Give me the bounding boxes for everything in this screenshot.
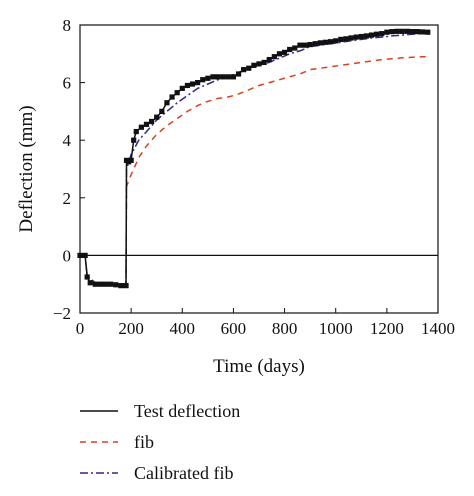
test-data-point — [154, 114, 160, 120]
test-data-point — [246, 65, 252, 71]
test-data-point — [138, 124, 144, 130]
test-data-point — [256, 61, 262, 67]
y-tick-label: 0 — [63, 246, 72, 265]
test-data-point — [210, 74, 216, 80]
y-axis: −2 0 2 4 6 8 — [53, 16, 85, 323]
test-data-point — [384, 29, 390, 35]
test-data-point — [374, 31, 380, 37]
series-line-fib — [80, 55, 428, 287]
x-tick-label: 800 — [272, 319, 298, 338]
test-data-point — [343, 36, 349, 42]
legend: Test deflection fib Calibrated fib — [80, 401, 240, 483]
test-data-point — [108, 281, 114, 287]
test-data-point — [235, 71, 242, 77]
test-data-point — [292, 45, 298, 51]
test-data-point — [159, 108, 165, 114]
y-tick-label: 6 — [63, 74, 72, 93]
test-data-point — [251, 62, 257, 68]
test-data-point — [287, 46, 293, 53]
test-data-point — [317, 40, 323, 46]
test-data-point — [379, 31, 385, 37]
legend-item-calibrated-fib: Calibrated fib — [80, 463, 233, 483]
test-data-point — [189, 81, 196, 87]
x-tick-label: 1000 — [319, 319, 353, 338]
test-data-point — [389, 29, 395, 35]
test-data-point — [394, 28, 400, 34]
test-data-point — [225, 74, 231, 80]
test-data-point — [348, 35, 354, 41]
test-data-point — [143, 121, 150, 127]
test-data-point — [113, 282, 119, 288]
legend-label-test-deflection: Test deflection — [134, 401, 240, 421]
test-data-point — [133, 128, 139, 135]
test-data-point — [281, 49, 288, 55]
x-tick-label: 1400 — [421, 319, 455, 338]
test-data-point — [92, 281, 98, 287]
test-data-point — [338, 36, 344, 42]
y-tick-label: −2 — [53, 304, 71, 323]
test-data-point — [261, 59, 267, 66]
test-data-point — [297, 42, 303, 48]
test-data-point — [179, 85, 185, 91]
test-data-point — [353, 34, 359, 40]
legend-label-calibrated-fib: Calibrated fib — [134, 463, 233, 483]
plot-frame — [79, 24, 439, 314]
test-data-point — [322, 39, 329, 45]
y-tick-label: 8 — [63, 16, 72, 35]
test-data-point — [399, 28, 405, 34]
test-data-point — [414, 29, 421, 35]
y-tick-label: 2 — [63, 189, 72, 208]
test-data-point — [97, 281, 104, 287]
test-data-point — [131, 137, 137, 143]
test-data-point — [184, 82, 190, 89]
test-data-point — [220, 74, 226, 80]
test-data-point — [123, 283, 129, 289]
x-axis-title: Time (days) — [213, 356, 305, 377]
test-data-point — [276, 51, 283, 57]
x-tick-label: 200 — [118, 319, 144, 338]
test-data-point — [82, 252, 88, 258]
x-tick-label: 0 — [76, 319, 85, 338]
test-data-point — [215, 74, 221, 80]
x-axis: 0 200 400 600 800 1000 1200 1400 — [76, 308, 455, 338]
test-data-point — [195, 80, 201, 86]
test-data-point — [358, 33, 364, 40]
test-data-point — [169, 94, 175, 100]
y-axis-title: Deflection (mm) — [16, 105, 37, 232]
marker-layer — [77, 28, 431, 289]
test-data-point — [102, 281, 109, 287]
test-data-point — [420, 29, 426, 35]
test-data-point — [363, 33, 369, 39]
test-data-point — [164, 100, 170, 106]
x-tick-label: 400 — [170, 319, 196, 338]
test-data-point — [312, 41, 318, 47]
test-data-point — [230, 74, 237, 80]
y-tick-label: 4 — [63, 131, 72, 150]
test-data-point — [241, 67, 247, 73]
legend-item-test-deflection: Test deflection — [80, 401, 240, 421]
x-tick-label: 600 — [221, 319, 247, 338]
test-data-point — [271, 54, 277, 60]
test-data-point — [118, 283, 124, 289]
test-data-point — [425, 29, 431, 35]
legend-item-fib: fib — [80, 432, 154, 452]
test-data-point — [149, 118, 155, 125]
test-data-point — [84, 274, 90, 280]
test-data-point — [333, 38, 339, 44]
test-data-point — [302, 42, 308, 48]
test-data-point — [174, 90, 180, 96]
test-data-point — [266, 56, 272, 63]
test-data-point — [205, 75, 211, 81]
test-data-point — [128, 157, 134, 163]
test-data-point — [307, 41, 313, 48]
test-data-point — [409, 29, 416, 35]
x-tick-label: 1200 — [370, 319, 404, 338]
test-data-point — [87, 280, 93, 286]
test-data-point — [368, 32, 375, 38]
legend-label-fib: fib — [134, 432, 154, 452]
test-data-point — [200, 77, 206, 83]
test-data-point — [328, 39, 334, 45]
test-data-point — [404, 28, 410, 34]
